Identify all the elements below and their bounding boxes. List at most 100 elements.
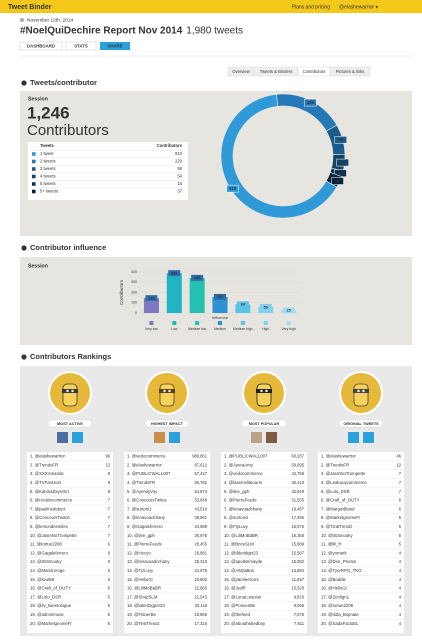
row-name[interactable]: 10. @LiliMoBaBR bbox=[224, 533, 258, 538]
row-name[interactable]: 8. @MarketgnomeFr bbox=[321, 515, 361, 520]
row-name[interactable]: 12. @Hecyo bbox=[127, 550, 151, 555]
row-name[interactable]: 13. @Dior_Photos bbox=[321, 559, 356, 564]
row-name[interactable]: 17. @LunaLuxester bbox=[224, 594, 262, 599]
avatar[interactable] bbox=[363, 432, 374, 443]
row-name[interactable]: 4. @lasemellatourm bbox=[224, 480, 263, 485]
row-name[interactable]: 2. @elashewarrior bbox=[127, 462, 163, 467]
row-name[interactable]: 6. @PierreFeeds bbox=[224, 498, 257, 503]
row-name[interactable]: 4. @Leabouvcommerce bbox=[321, 480, 367, 485]
avatar[interactable] bbox=[251, 432, 262, 443]
avatar[interactable] bbox=[348, 432, 359, 443]
row-name[interactable]: 17. @Zenlign1 bbox=[321, 594, 350, 599]
nav-link[interactable]: Plans and pricing bbox=[292, 4, 331, 10]
row-name[interactable]: 6. @Craft_of_DUTY bbox=[321, 498, 360, 503]
row-name[interactable]: 8. @ConcoursTwitos bbox=[30, 515, 70, 520]
row-name[interactable]: 6. @recabvcommerce bbox=[30, 498, 73, 503]
row-name[interactable]: 13. @ttsSmooky bbox=[30, 559, 62, 564]
row-name[interactable]: 19. @FlanerBe bbox=[127, 612, 157, 617]
row-name[interactable]: 18. @laterit2gper23 bbox=[127, 603, 165, 608]
row-name[interactable]: 19. @adminmuse bbox=[30, 612, 64, 617]
row-name[interactable]: 16. @Craft_of_DUTY bbox=[30, 586, 71, 591]
row-name[interactable]: 9. @Gagaleferrero bbox=[127, 524, 163, 529]
row-name[interactable]: 12. @tlderidget23 bbox=[224, 550, 259, 555]
row-name[interactable]: 2. @TrendsFR bbox=[321, 462, 349, 467]
avatar[interactable] bbox=[72, 432, 83, 443]
row-name[interactable]: 12. @yomark bbox=[321, 550, 347, 555]
row-name[interactable]: 6. @ConcoursTwitos bbox=[127, 498, 167, 503]
row-name[interactable]: 13. @apoltimmayde bbox=[224, 559, 263, 564]
row-name[interactable]: 20. @TestTrendz bbox=[127, 621, 160, 626]
row-name[interactable]: 3. @XXXAmande bbox=[30, 471, 64, 476]
row-name[interactable]: 1. @PUBLICWALL007 bbox=[224, 454, 268, 459]
row-name[interactable]: 14. @MarionAnge bbox=[30, 568, 65, 573]
row-name[interactable]: 15. @HelioGi bbox=[127, 577, 153, 582]
row-name[interactable]: 10. @ilee_gph bbox=[127, 533, 155, 538]
avatar[interactable] bbox=[154, 432, 165, 443]
row-name[interactable]: 16. @LiliMoBaBR bbox=[127, 586, 161, 591]
row-name[interactable]: 3. @vedocommerce bbox=[224, 471, 263, 476]
row-name[interactable]: 7. @surtoni1 bbox=[127, 506, 152, 511]
row-name[interactable]: 5. @KahinaZaynGirl bbox=[30, 489, 69, 494]
row-name[interactable]: 13. @lenavoadcchany bbox=[127, 559, 170, 564]
row-name[interactable]: 8. @surtoni1 bbox=[224, 515, 249, 520]
row-name[interactable]: 19. @tiiZa_Bspnate bbox=[321, 612, 359, 617]
subtab-label[interactable]: Overview bbox=[232, 69, 250, 74]
row-name[interactable]: 15. @pamleetcom bbox=[224, 577, 259, 582]
row-name[interactable]: 10. @ttsSmooky bbox=[321, 533, 353, 538]
row-name[interactable]: 5. @AyerslyVoy bbox=[127, 489, 158, 494]
row-name[interactable]: 14. @AMyaBos bbox=[224, 568, 254, 573]
row-name[interactable]: 2. @AyeraAmy bbox=[224, 462, 254, 467]
tab[interactable] bbox=[19, 41, 63, 51]
row-name[interactable]: 9. @TizatTrendz bbox=[321, 524, 353, 529]
row-name[interactable]: 18. @ilv_tweetologue bbox=[30, 603, 72, 608]
row-name[interactable]: 12. @Gagaleferrero bbox=[30, 550, 69, 555]
row-name[interactable]: 15. @Boddie bbox=[321, 577, 347, 582]
row-name[interactable]: 17. @Lolo_DSR bbox=[30, 594, 61, 599]
row-name[interactable]: 1. @elashewarrior bbox=[30, 454, 66, 459]
tab[interactable] bbox=[65, 41, 97, 51]
tab-label[interactable]: SHARE bbox=[107, 43, 122, 48]
row-name[interactable]: 4. @TrendsFR bbox=[127, 480, 155, 485]
row-name[interactable]: 4. @TVFanHost bbox=[30, 480, 62, 485]
row-name[interactable]: 18. @tortue2208 bbox=[321, 603, 354, 608]
brand[interactable]: Tweet Binder bbox=[8, 4, 52, 11]
row-name[interactable]: 3. @PUBLICWALL007 bbox=[127, 471, 171, 476]
nav-user[interactable]: @elashewarrior ▾ bbox=[339, 4, 378, 10]
row-name[interactable]: 1. @vedocommerce bbox=[127, 454, 166, 459]
row-name[interactable]: 11. @lili_fr bbox=[321, 542, 342, 547]
row-name[interactable]: 7. @paulinedebert bbox=[30, 506, 66, 511]
row-name[interactable]: 9. @FlyLuvy bbox=[224, 524, 249, 529]
row-name[interactable]: 18. @PonsenBe bbox=[224, 603, 256, 608]
row-name[interactable]: 11. @tortue2208 bbox=[30, 542, 62, 547]
row-name[interactable]: 15. @Kiwi68 bbox=[30, 577, 55, 582]
row-name[interactable]: 14. @TyerRPG_TKO bbox=[321, 568, 362, 573]
subtab-label[interactable]: Pictures & links bbox=[336, 69, 365, 74]
row-name[interactable]: 7. @lenavoadchany bbox=[224, 506, 263, 511]
subtab-label[interactable]: Tweets & Binders bbox=[260, 69, 293, 74]
subtab[interactable] bbox=[329, 66, 371, 77]
row-name[interactable]: 20. @abouthebedboy bbox=[224, 621, 266, 626]
row-name[interactable]: 11. @PierreFeeds bbox=[127, 542, 162, 547]
row-name[interactable]: 16. @HelioGi bbox=[321, 586, 347, 591]
row-name[interactable]: 20. @SadaFactoEL bbox=[321, 621, 359, 626]
row-name[interactable]: 7. @MargotBland bbox=[321, 506, 355, 511]
row-name[interactable]: 8. @lenavoadchany bbox=[127, 515, 166, 520]
row-name[interactable]: 14. @TizLuvy bbox=[127, 568, 154, 573]
row-name[interactable]: 10. @JasmNoTrompette bbox=[30, 533, 77, 538]
avatar[interactable] bbox=[57, 432, 68, 443]
row-name[interactable]: 16. @JedR bbox=[224, 586, 246, 591]
row-name[interactable]: 19. @thefeed bbox=[224, 612, 250, 617]
row-name[interactable]: 3. @JasmNoTrompette bbox=[321, 471, 366, 476]
row-name[interactable]: 5. @ilee_gph bbox=[224, 489, 250, 494]
avatar[interactable] bbox=[169, 432, 180, 443]
tab-label[interactable]: DASHBOARD bbox=[27, 43, 55, 48]
row-name[interactable]: 9. @lemondesmiles bbox=[30, 524, 68, 529]
tab[interactable] bbox=[100, 42, 130, 50]
row-name[interactable]: 2. @TrendsFR bbox=[30, 462, 58, 467]
row-name[interactable]: 17. @ShopSLM bbox=[127, 594, 158, 599]
row-name[interactable]: 20. @MarketgnomeFr bbox=[30, 621, 72, 626]
row-name[interactable]: 5. @Lolo_DSR bbox=[321, 489, 350, 494]
subtab-label[interactable]: Contributors bbox=[303, 69, 326, 74]
row-name[interactable]: 1. @elashewarrior bbox=[321, 454, 357, 459]
avatar[interactable] bbox=[266, 432, 277, 443]
